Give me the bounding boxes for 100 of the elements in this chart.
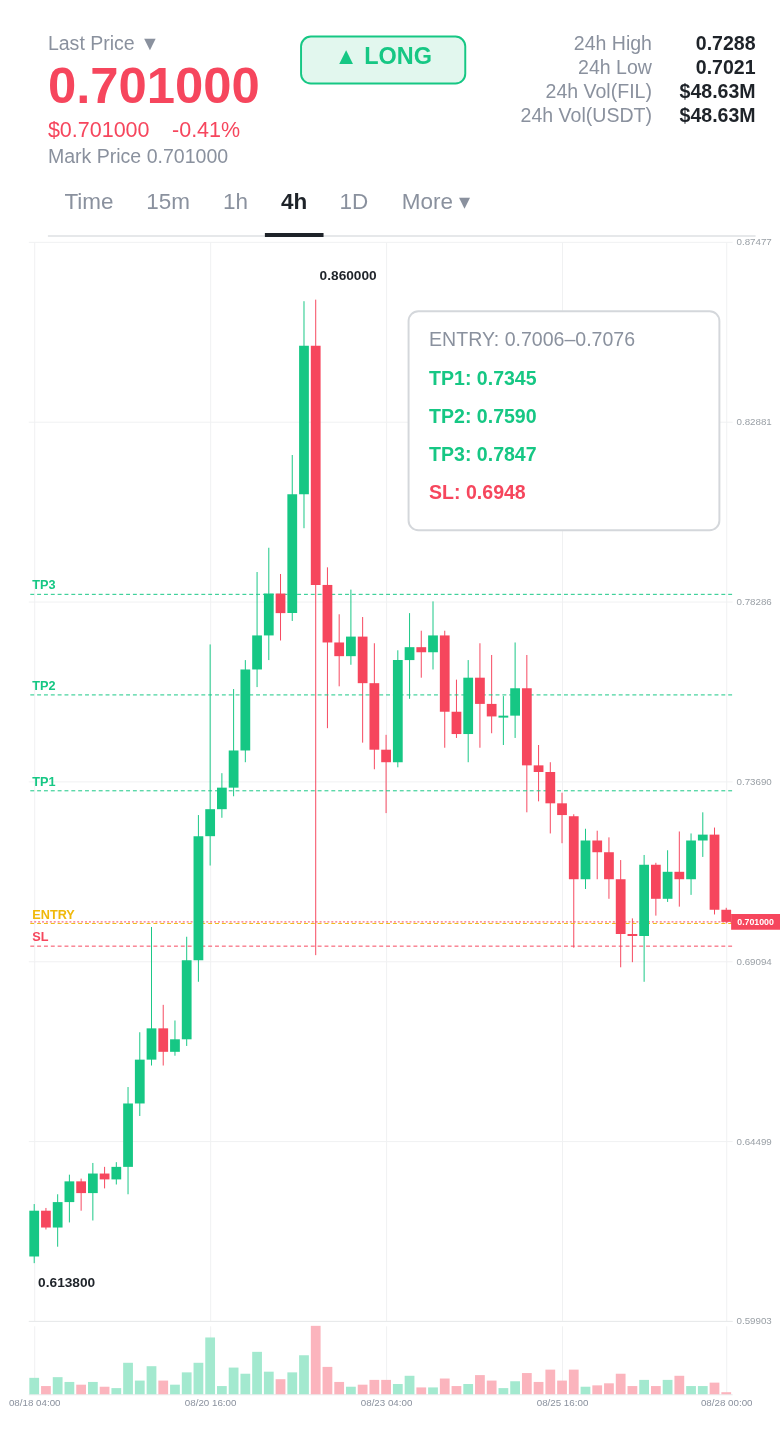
- text: $48.63M: [679, 80, 756, 103]
- text: -0.41%: [172, 118, 241, 143]
- candlestick: [64, 1174, 75, 1223]
- bar: [64, 1381, 75, 1395]
- candlestick: [41, 1207, 51, 1230]
- bar: [697, 1386, 708, 1395]
- bar: [263, 1371, 274, 1395]
- ref-line-label: SL: [32, 930, 49, 945]
- bar: [287, 1372, 298, 1395]
- bar: [322, 1366, 333, 1395]
- text: 4h: [281, 188, 308, 214]
- y-tick-label: 0.64499: [736, 1135, 772, 1147]
- bar: [463, 1383, 474, 1395]
- x-tick-label: 08/28 00:00: [700, 1397, 754, 1409]
- bar: [604, 1383, 614, 1395]
- bar: [52, 1377, 63, 1395]
- x-tick-label: 08/18 04:00: [8, 1397, 62, 1409]
- x-tick-label: 08/25 16:00: [536, 1397, 589, 1409]
- bar: [170, 1384, 180, 1395]
- candlestick: [170, 1020, 180, 1057]
- y-tick-label: 0.87477: [736, 236, 772, 248]
- bar: [381, 1379, 391, 1395]
- candlestick: [557, 792, 567, 844]
- text: Last Price ▼: [47, 32, 160, 55]
- bar: [498, 1388, 509, 1395]
- text: $0.701000: [47, 118, 150, 143]
- bar: [146, 1366, 157, 1395]
- bar: [557, 1380, 567, 1395]
- candlestick: [428, 600, 438, 670]
- annotation: TP2: 0.7590: [429, 404, 537, 427]
- text: 15m: [146, 188, 190, 214]
- bar: [627, 1386, 638, 1395]
- candlestick: [416, 630, 427, 679]
- bar: [310, 1325, 321, 1395]
- candlestick: [592, 830, 603, 880]
- candlestick: [158, 1004, 169, 1067]
- text: Mark Price 0.701000: [47, 144, 229, 167]
- ref-line-label: 0.701000: [737, 916, 774, 927]
- text: 0.701000: [47, 57, 260, 115]
- text: 1h: [223, 188, 249, 214]
- bar: [228, 1367, 239, 1395]
- candlestick: [381, 734, 391, 814]
- bar: [662, 1379, 673, 1395]
- annotation: ENTRY: 0.7006–0.7076: [429, 328, 636, 351]
- y-tick-label: 0.82881: [736, 416, 772, 428]
- bar: [592, 1385, 603, 1395]
- bar: [521, 1373, 532, 1395]
- bar: [721, 1392, 732, 1395]
- bar: [76, 1384, 87, 1395]
- y-tick-label: 0.73690: [736, 775, 773, 787]
- bar: [392, 1383, 403, 1395]
- bar: [404, 1375, 415, 1395]
- bar: [41, 1386, 51, 1395]
- x-tick-label: 08/23 04:00: [360, 1397, 413, 1409]
- bar: [686, 1386, 696, 1395]
- bar: [475, 1375, 485, 1395]
- bar: [134, 1380, 145, 1395]
- candlestick: [451, 679, 462, 739]
- text: 0.7288: [695, 32, 756, 55]
- text: 24h Vol(FIL): [545, 80, 652, 103]
- candlestick: [533, 744, 544, 802]
- annotation: SL: 0.6948: [429, 480, 526, 503]
- text: $48.63M: [679, 104, 756, 127]
- annotation: TP3: 0.7847: [429, 442, 537, 465]
- y-tick-label: 0.69094: [736, 955, 773, 967]
- bar: [545, 1369, 556, 1395]
- bar: [615, 1373, 626, 1395]
- candlestick: [486, 654, 497, 734]
- annotation: 0.860000: [319, 268, 378, 284]
- bar: [639, 1379, 650, 1395]
- bar: [650, 1386, 661, 1395]
- y-tick-label: 0.59903: [736, 1315, 772, 1327]
- text: 24h Vol(USDT): [520, 104, 652, 127]
- x-tick-label: 08/20 16:00: [184, 1397, 237, 1409]
- bar: [299, 1355, 309, 1395]
- bar: [334, 1381, 345, 1395]
- ref-line-label: TP2: [32, 679, 56, 694]
- y-tick-label: 0.78286: [736, 595, 772, 607]
- bar: [29, 1377, 40, 1395]
- bar: [87, 1381, 98, 1395]
- text: 24h Low: [578, 56, 653, 79]
- bar: [240, 1373, 251, 1395]
- text: Time: [64, 188, 114, 214]
- bar: [346, 1386, 356, 1395]
- bar: [451, 1386, 462, 1395]
- candlestick: [111, 1161, 122, 1185]
- bar: [193, 1362, 204, 1395]
- ref-line-label: TP3: [32, 578, 56, 593]
- annotation: 0.613800: [38, 1274, 96, 1290]
- bar: [205, 1337, 216, 1395]
- bar: [216, 1386, 227, 1395]
- bar: [486, 1380, 497, 1395]
- text: 0.7021: [695, 56, 756, 79]
- bar: [428, 1387, 438, 1395]
- candlestick: [674, 831, 685, 908]
- bar: [181, 1372, 192, 1395]
- bar: [674, 1375, 685, 1395]
- ref-line-label: TP1: [32, 774, 56, 789]
- bar: [275, 1379, 286, 1395]
- bar: [416, 1387, 427, 1395]
